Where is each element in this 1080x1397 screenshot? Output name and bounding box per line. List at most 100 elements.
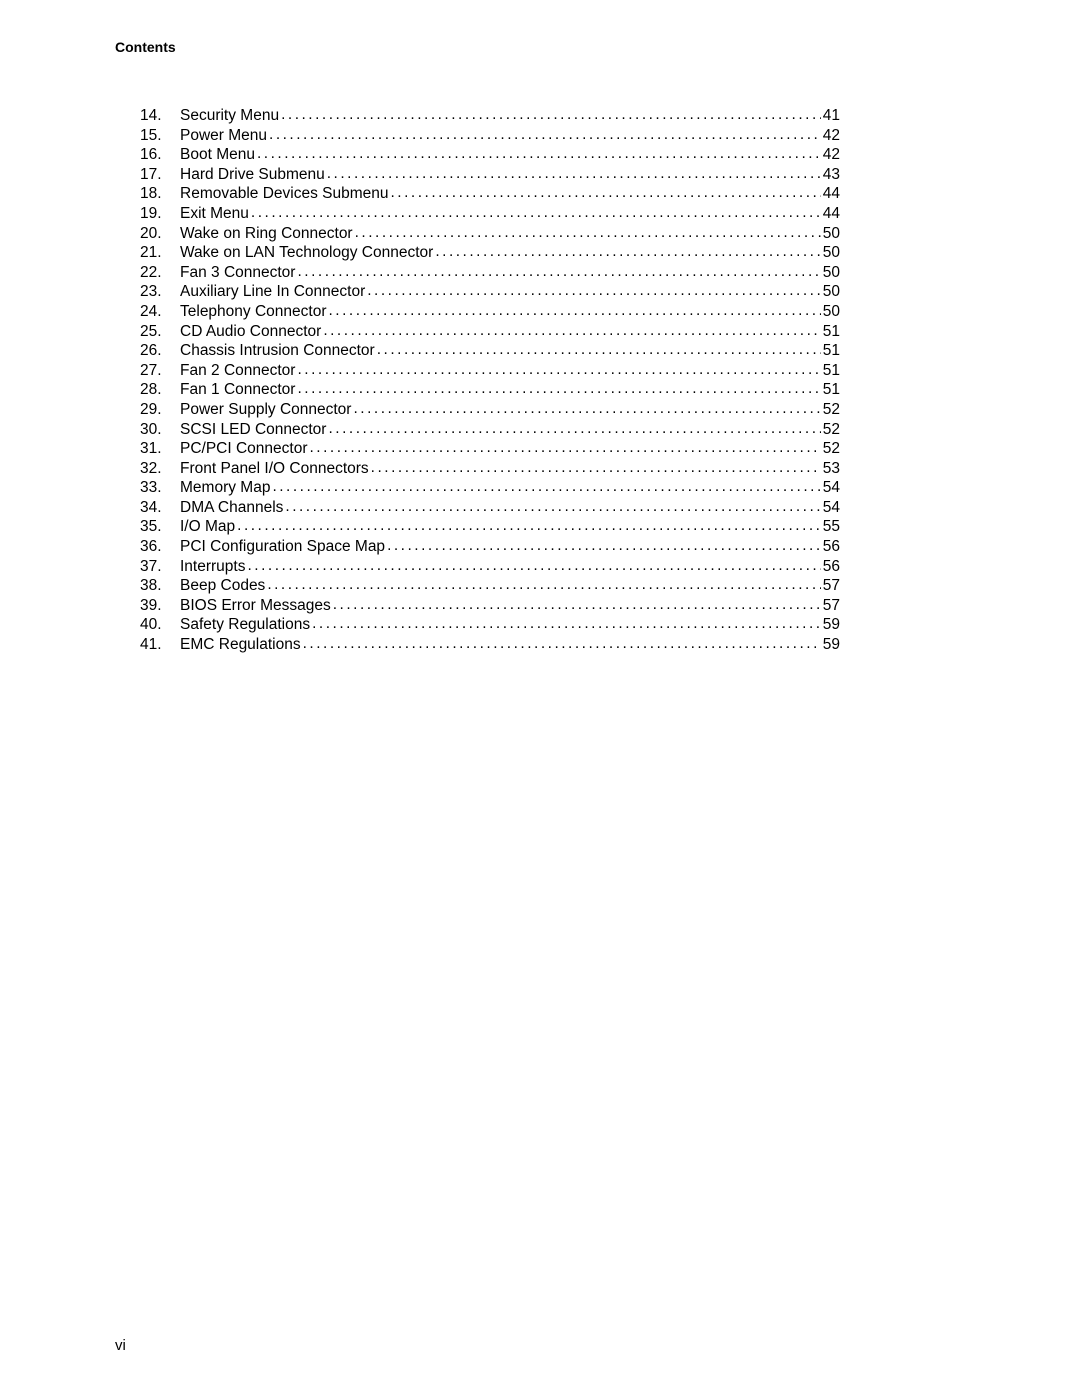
toc-entry: 17.Hard Drive Submenu...................… [140, 166, 840, 186]
toc-entry-title: Wake on LAN Technology Connector [180, 244, 435, 262]
toc-entry: 15.Power Menu...........................… [140, 127, 840, 147]
toc-entry-page: 50 [821, 225, 840, 243]
toc-entry: 24.Telephony Connector..................… [140, 303, 840, 323]
toc-entry-title: I/O Map [180, 518, 237, 536]
toc-leader-dots: ........................................… [303, 635, 821, 653]
page-number-footer: vi [115, 1337, 126, 1354]
toc-entry-title: BIOS Error Messages [180, 597, 333, 615]
toc-entry-title: PC/PCI Connector [180, 440, 310, 458]
toc-leader-dots: ........................................… [281, 106, 821, 124]
toc-entry: 41.EMC Regulations......................… [140, 636, 840, 656]
toc-leader-dots: ........................................… [312, 615, 821, 633]
toc-entry: 19.Exit Menu............................… [140, 205, 840, 225]
page-header: Contents [115, 39, 176, 55]
toc-entry-title: Auxiliary Line In Connector [180, 283, 367, 301]
toc-entry-page: 50 [821, 283, 840, 301]
toc-entry-number: 20. [140, 225, 180, 243]
toc-entry-number: 16. [140, 146, 180, 164]
toc-entry-number: 21. [140, 244, 180, 262]
toc-entry-title: Telephony Connector [180, 303, 329, 321]
toc-entry-page: 42 [821, 127, 840, 145]
toc-entry-page: 51 [821, 381, 840, 399]
toc-entry-number: 33. [140, 479, 180, 497]
toc-entry-page: 51 [821, 362, 840, 380]
toc-entry: 16.Boot Menu............................… [140, 146, 840, 166]
toc-entry-page: 59 [821, 636, 840, 654]
toc-entry-title: CD Audio Connector [180, 323, 323, 341]
toc-leader-dots: ........................................… [267, 576, 820, 594]
toc-entry: 39.BIOS Error Messages..................… [140, 597, 840, 617]
toc-leader-dots: ........................................… [333, 596, 821, 614]
toc-leader-dots: ........................................… [329, 302, 821, 320]
toc-entry-number: 15. [140, 127, 180, 145]
toc-leader-dots: ........................................… [247, 557, 820, 575]
toc-entry: 30.SCSI LED Connector...................… [140, 421, 840, 441]
toc-leader-dots: ........................................… [371, 459, 821, 477]
toc-entry-number: 29. [140, 401, 180, 419]
toc-entry-title: Memory Map [180, 479, 272, 497]
toc-entry-page: 54 [821, 499, 840, 517]
toc-entry-title: Interrupts [180, 558, 247, 576]
toc-leader-dots: ........................................… [355, 224, 821, 242]
toc-entry: 21.Wake on LAN Technology Connector.....… [140, 244, 840, 264]
toc-entry-page: 54 [821, 479, 840, 497]
toc-leader-dots: ........................................… [257, 145, 821, 163]
toc-entry-page: 50 [821, 244, 840, 262]
toc-entry-number: 37. [140, 558, 180, 576]
toc-entry-number: 40. [140, 616, 180, 634]
toc-entry-title: Beep Codes [180, 577, 267, 595]
toc-leader-dots: ........................................… [323, 322, 820, 340]
toc-entry-number: 32. [140, 460, 180, 478]
toc-entry-title: Hard Drive Submenu [180, 166, 327, 184]
toc-entry: 28.Fan 1 Connector......................… [140, 381, 840, 401]
toc-entry-number: 31. [140, 440, 180, 458]
toc-entry-number: 27. [140, 362, 180, 380]
toc-leader-dots: ........................................… [269, 126, 821, 144]
toc-entry-number: 34. [140, 499, 180, 517]
toc-entry-title: Power Supply Connector [180, 401, 353, 419]
toc-entry-page: 56 [821, 558, 840, 576]
toc-entry-number: 23. [140, 283, 180, 301]
toc-entry-page: 51 [821, 323, 840, 341]
toc-entry-title: Power Menu [180, 127, 269, 145]
toc-entry-page: 50 [821, 303, 840, 321]
toc-leader-dots: ........................................… [327, 165, 821, 183]
toc-entry: 27.Fan 2 Connector......................… [140, 362, 840, 382]
toc-entry-title: Boot Menu [180, 146, 257, 164]
toc-entry-page: 51 [821, 342, 840, 360]
toc-entry-title: PCI Configuration Space Map [180, 538, 387, 556]
toc-entry-number: 17. [140, 166, 180, 184]
toc-entry-title: SCSI LED Connector [180, 421, 328, 439]
toc-entry: 34.DMA Channels.........................… [140, 499, 840, 519]
toc-leader-dots: ........................................… [297, 361, 820, 379]
toc-entry-title: Removable Devices Submenu [180, 185, 391, 203]
toc-entry-number: 18. [140, 185, 180, 203]
toc-leader-dots: ........................................… [377, 341, 821, 359]
toc-leader-dots: ........................................… [391, 184, 821, 202]
toc-entry-number: 30. [140, 421, 180, 439]
toc-entry-title: Fan 2 Connector [180, 362, 297, 380]
toc-entry-page: 56 [821, 538, 840, 556]
toc-entry-title: DMA Channels [180, 499, 285, 517]
toc-entry-number: 41. [140, 636, 180, 654]
toc-entry: 18.Removable Devices Submenu............… [140, 185, 840, 205]
toc-entry-title: EMC Regulations [180, 636, 303, 654]
toc-entry: 36.PCI Configuration Space Map..........… [140, 538, 840, 558]
toc-entry-title: Exit Menu [180, 205, 251, 223]
toc-entry: 37.Interrupts...........................… [140, 558, 840, 578]
toc-entry: 23.Auxiliary Line In Connector..........… [140, 283, 840, 303]
toc-entry: 38.Beep Codes...........................… [140, 577, 840, 597]
toc-entry: 20.Wake on Ring Connector...............… [140, 225, 840, 245]
toc-entry-number: 19. [140, 205, 180, 223]
toc-entry-page: 42 [821, 146, 840, 164]
toc-entry-page: 57 [821, 577, 840, 595]
toc-leader-dots: ........................................… [367, 282, 821, 300]
toc-leader-dots: ........................................… [285, 498, 820, 516]
toc-entry: 22.Fan 3 Connector......................… [140, 264, 840, 284]
toc-entry-number: 39. [140, 597, 180, 615]
toc-entry: 26.Chassis Intrusion Connector..........… [140, 342, 840, 362]
toc-entry-page: 50 [821, 264, 840, 282]
toc-entry: 40.Safety Regulations...................… [140, 616, 840, 636]
toc-entry-number: 38. [140, 577, 180, 595]
toc-entry: 35.I/O Map..............................… [140, 518, 840, 538]
